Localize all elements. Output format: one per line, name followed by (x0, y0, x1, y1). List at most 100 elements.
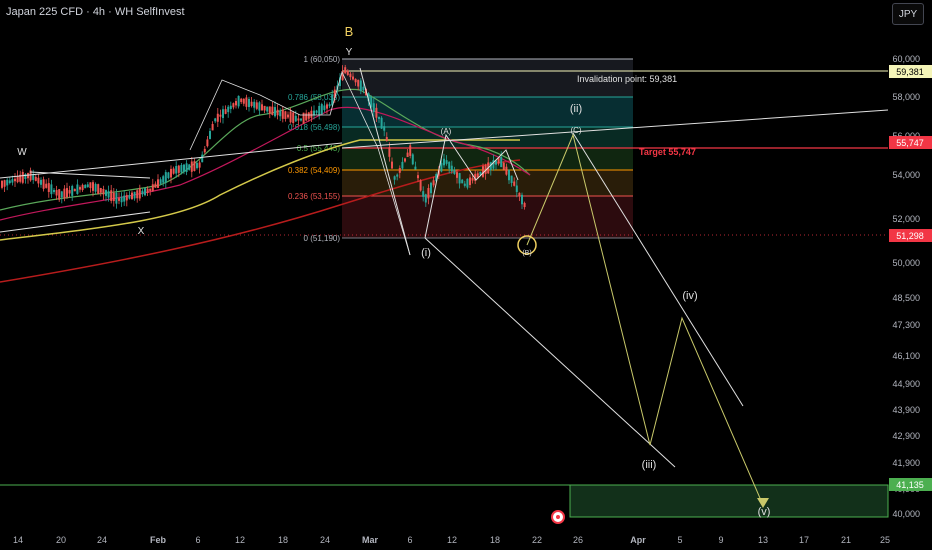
x-tick-label: 13 (758, 535, 768, 545)
y-tick-label: 54,000 (892, 170, 920, 180)
candle-body (229, 105, 232, 110)
candle-body (263, 105, 266, 111)
target-zone-box[interactable] (569, 484, 889, 518)
ma-long-red (0, 159, 521, 283)
wave-label-i: (i) (421, 247, 431, 259)
candle-body (401, 161, 404, 169)
candle-body (489, 162, 492, 171)
candle-body (297, 118, 300, 121)
candle-body (328, 104, 331, 107)
x-tick-label: 22 (532, 535, 542, 545)
candle-body (47, 183, 50, 192)
candle-body (203, 148, 206, 153)
candle-body (411, 154, 414, 165)
ma-pink (0, 106, 531, 221)
candle-body (190, 161, 193, 172)
candle-body (167, 172, 170, 179)
candle-body (370, 97, 373, 108)
fib-retracement[interactable]: 1 (60,050) 0.786 (58,033) 0.618 (56,498)… (288, 55, 633, 243)
candle-body (50, 184, 53, 195)
candle-body (11, 179, 14, 183)
y-tick-label: 50,000 (892, 258, 920, 268)
candle-body (422, 191, 425, 197)
candle-body (40, 179, 42, 185)
candle-body (318, 105, 321, 115)
candle-body (242, 98, 245, 104)
candle-body (177, 165, 180, 173)
candle-body (237, 95, 240, 107)
candle-body (16, 176, 19, 183)
trendline-upper-left (0, 142, 343, 179)
candle-body (523, 202, 526, 208)
price-axis[interactable]: 60,00058,00056,00054,00052,00050,00048,5… (892, 54, 920, 519)
wave-b-highlight-circle[interactable] (517, 235, 537, 255)
candle-body (222, 109, 224, 118)
event-marker-icon[interactable] (551, 510, 565, 524)
candle-body (445, 160, 448, 164)
candle-body (196, 163, 198, 169)
price-tag-target: 55,747 (889, 136, 932, 149)
candle-body (292, 112, 295, 124)
fib-label-05: 0.5 (55,443) (297, 144, 340, 153)
candle-body (211, 124, 214, 131)
candle-body (128, 195, 131, 199)
candle-body (380, 117, 383, 129)
candle-body (32, 174, 35, 180)
candle-body (146, 188, 149, 193)
candle-body (232, 103, 235, 108)
wave-label-c-minor: (C) (570, 126, 581, 135)
candle-body (86, 184, 89, 188)
wave-label-ii: (ii) (570, 103, 582, 115)
fib-label-1: 1 (60,050) (304, 55, 341, 64)
candle-body (409, 145, 412, 156)
candle-body (339, 77, 341, 87)
y-tick-label: 52,000 (892, 214, 920, 224)
candle-body (448, 161, 451, 169)
y-tick-label: 44,900 (892, 379, 920, 389)
candle-body (430, 182, 432, 194)
candle-body (458, 173, 461, 184)
currency-button[interactable]: JPY (892, 3, 924, 25)
candle-body (53, 189, 55, 193)
channel-lower (424, 237, 676, 468)
trendline-long-upper (341, 109, 889, 149)
candle-body (227, 106, 230, 113)
candle-body (141, 190, 144, 195)
candle-body (258, 102, 261, 111)
projection-path (526, 133, 764, 506)
candle-body (391, 161, 393, 169)
candle-body (138, 188, 141, 199)
candle-body (175, 165, 178, 174)
fib-zone-0786 (342, 97, 633, 127)
candle-body (443, 158, 445, 166)
candle-body (224, 109, 227, 114)
candle-body (21, 171, 24, 183)
candle-body (492, 160, 495, 169)
candle-body (450, 165, 453, 172)
candle-body (518, 192, 521, 196)
candle-body (349, 73, 352, 78)
candle-body (461, 179, 464, 184)
x-tick-label: 21 (841, 535, 851, 545)
wave-label-iii: (iii) (642, 459, 657, 471)
svg-text:55,747: 55,747 (896, 138, 924, 148)
candle-body (123, 195, 126, 202)
candle-body (172, 168, 175, 174)
time-axis[interactable]: 14 20 24 Feb 6 12 18 24 Mar 6 12 18 22 26 Apr 5 9 13 17 21 2… (13, 535, 890, 545)
candle-body (281, 109, 284, 119)
candle-body (508, 169, 510, 181)
candle-body (118, 198, 120, 201)
candle-body (279, 110, 282, 117)
candle-body (180, 164, 183, 173)
x-tick-label: 17 (799, 535, 809, 545)
candle-body (302, 112, 305, 124)
candle-body (404, 158, 406, 162)
candle-body (323, 105, 326, 111)
y-tick-label: 60,000 (892, 54, 920, 64)
candle-body (331, 94, 334, 106)
candle-body (149, 188, 152, 191)
fib-label-0786: 0.786 (58,033) (288, 93, 340, 102)
candle-body (84, 184, 87, 189)
candle-body (510, 175, 513, 184)
